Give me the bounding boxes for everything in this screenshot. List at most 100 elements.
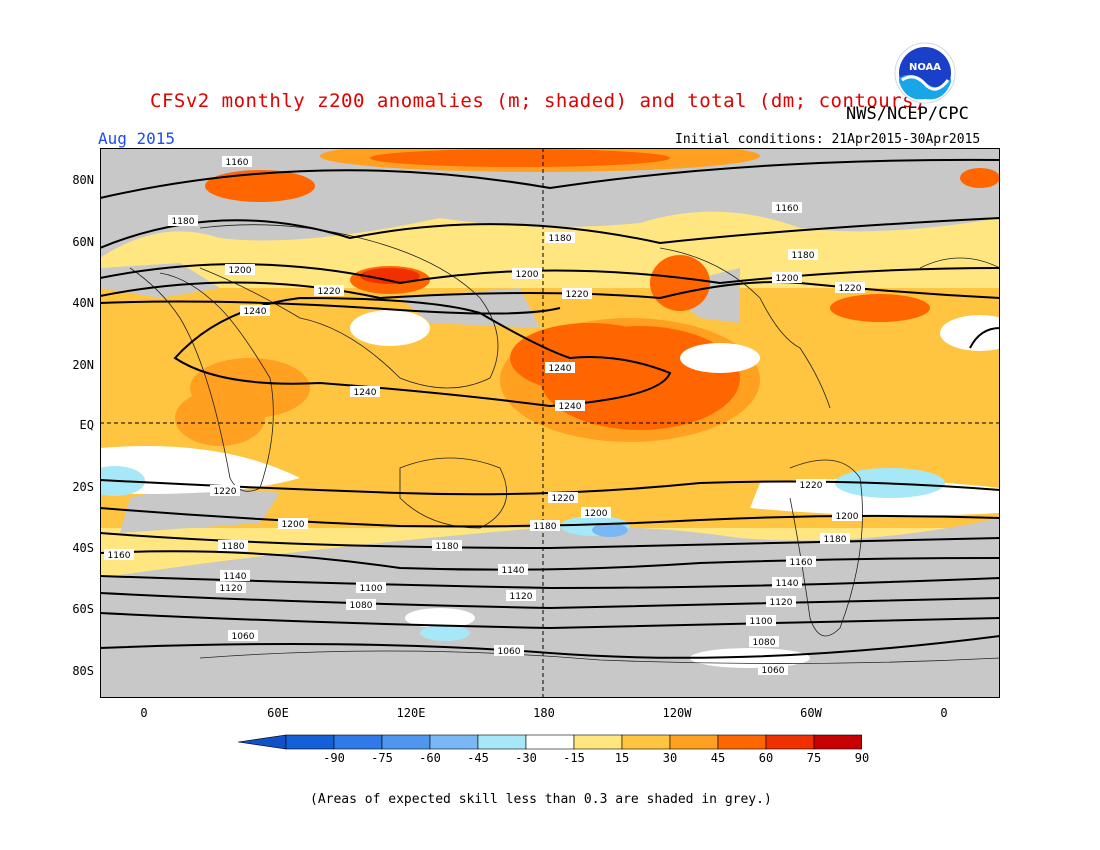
svg-text:1180: 1180 <box>222 542 245 552</box>
svg-text:1060: 1060 <box>762 666 785 676</box>
colorbar-segment <box>477 734 527 750</box>
colorbar-tick-label: 30 <box>662 751 678 765</box>
svg-text:1200: 1200 <box>585 509 608 519</box>
contour-label-1200f: 1200 <box>832 510 862 522</box>
lon-label-120e: 120E <box>396 706 426 720</box>
colorbar-segment <box>381 734 431 750</box>
svg-text:1160: 1160 <box>776 204 799 214</box>
lat-label-80s: 80S <box>72 664 94 678</box>
svg-text:1220: 1220 <box>800 481 823 491</box>
contour-label-1100a: 1100 <box>356 582 386 594</box>
svg-text:1220: 1220 <box>214 487 237 497</box>
contour-label-1200c: 1200 <box>772 272 802 284</box>
svg-text:1160: 1160 <box>790 558 813 568</box>
colorbar-tick-label: 60 <box>758 751 774 765</box>
svg-text:1240: 1240 <box>354 388 377 398</box>
colorbar-tick-label: 15 <box>614 751 630 765</box>
svg-text:1060: 1060 <box>498 647 521 657</box>
contour-label-1060c: 1060 <box>758 664 788 676</box>
contour-label-1060b: 1060 <box>494 645 524 657</box>
svg-text:1240: 1240 <box>244 307 267 317</box>
svg-text:1220: 1220 <box>839 284 862 294</box>
colorbar-tick-label: -30 <box>515 751 537 765</box>
chart-title: CFSv2 monthly z200 anomalies (m; shaded)… <box>150 90 927 112</box>
svg-text:1200: 1200 <box>776 274 799 284</box>
svg-text:1240: 1240 <box>549 364 572 374</box>
svg-text:1180: 1180 <box>824 535 847 545</box>
svg-text:1200: 1200 <box>282 520 305 530</box>
contour-label-1140c: 1140 <box>772 577 802 589</box>
colorbar-tick-label: -15 <box>563 751 585 765</box>
contour-label-1200a: 1200 <box>225 264 255 276</box>
contour-label-1200e: 1200 <box>581 507 611 519</box>
svg-text:1240: 1240 <box>559 402 582 412</box>
colorbar-tick-label: -90 <box>323 751 345 765</box>
svg-text:1100: 1100 <box>750 617 773 627</box>
contour-label-1160c: 1160 <box>104 549 134 561</box>
colorbar-tick-label: -75 <box>371 751 393 765</box>
contour-label-1180e: 1180 <box>218 540 248 552</box>
colorbar-segment <box>525 734 575 750</box>
coastlines <box>129 224 1000 664</box>
colorbar-segment <box>333 734 383 750</box>
svg-text:1180: 1180 <box>534 522 557 532</box>
lat-label-40n: 40N <box>72 296 94 310</box>
colorbar-segment <box>621 734 671 750</box>
noaa-logo-icon: NOAA <box>894 42 956 104</box>
lon-label-60e: 60E <box>267 706 289 720</box>
contour-label-1180d: 1180 <box>530 520 560 532</box>
contour-label-1240c: 1240 <box>350 386 380 398</box>
svg-text:1120: 1120 <box>220 584 243 594</box>
contour-label-1180g: 1180 <box>820 533 850 545</box>
svg-text:1080: 1080 <box>350 601 373 611</box>
contour-label-1180f: 1180 <box>432 540 462 552</box>
svg-text:NOAA: NOAA <box>909 62 941 73</box>
contour-label-1180b: 1180 <box>545 232 575 244</box>
colorbar-segment <box>429 734 479 750</box>
colorbar-segment <box>717 734 767 750</box>
lon-label-120w: 120W <box>662 706 692 720</box>
lat-label-60n: 60N <box>72 235 94 249</box>
svg-text:1160: 1160 <box>108 551 131 561</box>
colorbar-segment <box>573 734 623 750</box>
lon-label-0-east: 0 <box>940 706 948 720</box>
contour-label-1220a: 1220 <box>314 285 344 297</box>
height-contours <box>100 158 1000 659</box>
svg-text:1200: 1200 <box>516 270 539 280</box>
contour-label-1080b: 1080 <box>749 636 779 648</box>
contour-label-1080a: 1080 <box>346 599 376 611</box>
contour-label-1220b: 1220 <box>562 288 592 300</box>
svg-text:1180: 1180 <box>549 234 572 244</box>
svg-text:1180: 1180 <box>172 217 195 227</box>
svg-text:1200: 1200 <box>229 266 252 276</box>
contour-label-1180c: 1180 <box>788 249 818 261</box>
agency-label: NWS/NCEP/CPC <box>846 104 969 124</box>
contour-label-1120a: 1120 <box>216 582 246 594</box>
colorbar-segment <box>669 734 719 750</box>
lat-label-20s: 20S <box>72 480 94 494</box>
svg-text:1140: 1140 <box>776 579 799 589</box>
forecast-month: Aug 2015 <box>98 129 176 148</box>
contour-label-1240b: 1240 <box>545 362 575 374</box>
contour-label-1100b: 1100 <box>746 615 776 627</box>
contour-label-1220d: 1220 <box>210 485 240 497</box>
anomaly-map: 1160 1180 1160 1180 1180 1200 1200 1200 … <box>100 148 1000 698</box>
svg-text:1200: 1200 <box>836 512 859 522</box>
lat-label-80n: 80N <box>72 173 94 187</box>
lat-label-20n: 20N <box>72 358 94 372</box>
contour-label-1180a: 1180 <box>168 215 198 227</box>
anomaly-patches <box>175 148 1000 446</box>
skill-note: (Areas of expected skill less than 0.3 a… <box>310 792 772 807</box>
lon-label-0: 0 <box>140 706 148 720</box>
contour-label-1220f: 1220 <box>796 479 826 491</box>
svg-text:1060: 1060 <box>232 632 255 642</box>
contour-label-1060a: 1060 <box>228 630 258 642</box>
colorbar <box>238 734 862 750</box>
lat-label-eq: EQ <box>79 418 94 432</box>
contour-label-1140b: 1140 <box>498 564 528 576</box>
svg-text:1180: 1180 <box>792 251 815 261</box>
colorbar-tick-label: 90 <box>854 751 870 765</box>
contour-label-1240d: 1240 <box>555 400 585 412</box>
svg-text:1080: 1080 <box>753 638 776 648</box>
colorbar-arrow-low <box>238 734 287 750</box>
